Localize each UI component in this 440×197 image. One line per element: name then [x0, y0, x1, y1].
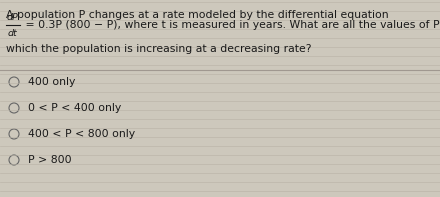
Text: dP: dP — [7, 13, 19, 22]
Text: 400 only: 400 only — [28, 77, 75, 87]
Text: dt: dt — [8, 29, 18, 38]
Text: P > 800: P > 800 — [28, 155, 72, 165]
Text: which the population is increasing at a decreasing rate?: which the population is increasing at a … — [6, 44, 312, 54]
Text: 0 < P < 400 only: 0 < P < 400 only — [28, 103, 121, 113]
Text: A population P changes at a rate modeled by the differential equation: A population P changes at a rate modeled… — [6, 10, 389, 20]
Text: 400 < P < 800 only: 400 < P < 800 only — [28, 129, 135, 139]
Text: = 0.3P (800 − P), where t is measured in years. What are all the values of P for: = 0.3P (800 − P), where t is measured in… — [22, 20, 440, 30]
